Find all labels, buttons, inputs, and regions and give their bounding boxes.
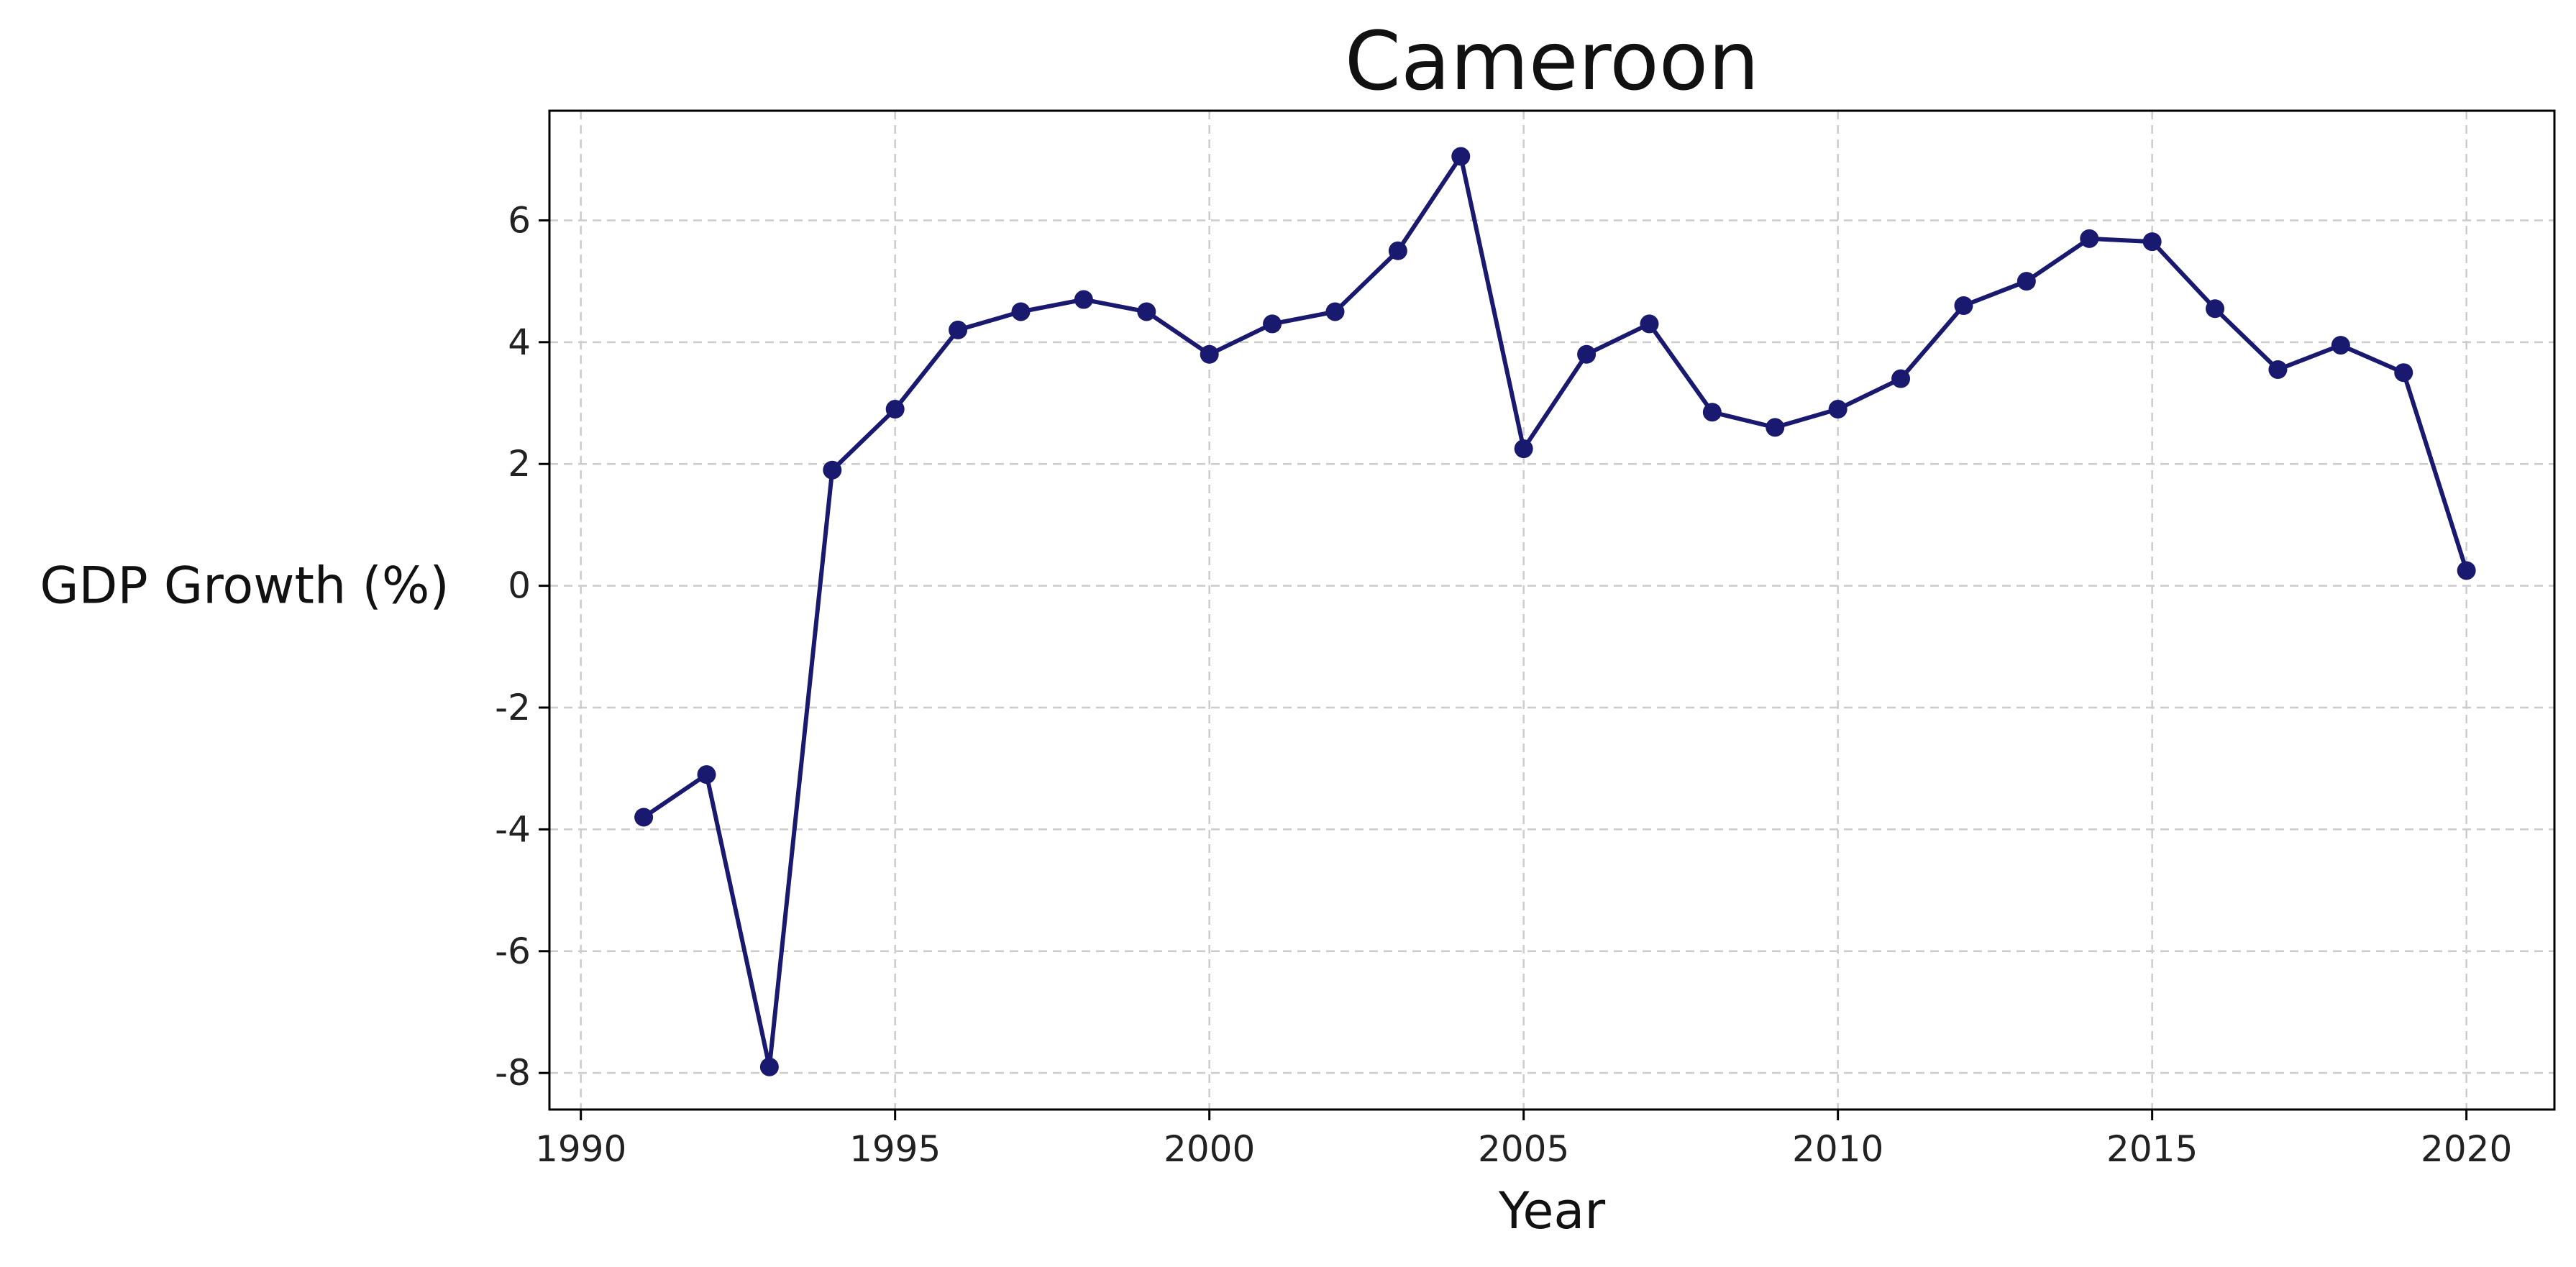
series-line-0	[641, 154, 2469, 1069]
data-point-2004	[1451, 147, 1471, 166]
data-point-1998	[1074, 290, 1093, 309]
x-tick-label-2005: 2005	[1478, 1128, 1569, 1170]
y-tick-label--2: -2	[495, 687, 531, 728]
x-axis-label: Year	[1498, 1181, 1605, 1240]
data-point-2001	[1263, 314, 1282, 334]
plot-frame	[548, 109, 2556, 1111]
data-point-2015	[2142, 232, 2162, 252]
data-point-2016	[2206, 299, 2225, 319]
x-tick-label-1995: 1995	[849, 1128, 941, 1170]
data-point-2007	[1640, 314, 1659, 334]
y-tick-label--8: -8	[495, 1052, 531, 1094]
data-point-2009	[1766, 418, 1785, 437]
data-point-2019	[2394, 363, 2413, 383]
y-tick-label-4: 4	[508, 321, 531, 363]
data-point-2008	[1702, 403, 1722, 422]
data-point-1996	[949, 320, 968, 339]
y-tick-label-0: 0	[508, 565, 531, 607]
data-point-2010	[1828, 400, 1847, 419]
data-point-2002	[1325, 302, 1345, 321]
series-gdp-growth	[634, 147, 2476, 1076]
data-point-1994	[823, 460, 842, 480]
x-tick-label-2010: 2010	[1792, 1128, 1883, 1170]
data-point-2011	[1891, 369, 1911, 388]
y-axis-label: GDP Growth (%)	[40, 557, 449, 616]
data-point-2018	[2331, 336, 2350, 355]
chart-title: Cameroon	[1345, 15, 1759, 109]
x-tick-label-2020: 2020	[2421, 1128, 2512, 1170]
y-tick-label--4: -4	[495, 808, 531, 850]
data-point-2012	[1954, 296, 1973, 316]
x-tick-label-1990: 1990	[535, 1128, 626, 1170]
grid-lines	[549, 111, 2554, 1110]
data-point-2006	[1577, 344, 1597, 364]
x-tick-label-2015: 2015	[2106, 1128, 2198, 1170]
y-tick-label-2: 2	[508, 443, 531, 485]
data-point-1991	[634, 808, 654, 827]
data-point-2013	[2017, 272, 2036, 291]
data-point-1997	[1011, 302, 1031, 321]
data-point-2000	[1200, 344, 1219, 364]
y-tick-label-6: 6	[508, 199, 531, 241]
data-point-2020	[2457, 561, 2476, 580]
axis-ticks: 1990 1995 2000 2005 2010 2015 2020 -8 -6 -4 -2 0 2 4 6	[495, 199, 2512, 1170]
x-tick-label-2000: 2000	[1164, 1128, 1255, 1170]
data-point-2014	[2080, 229, 2099, 248]
y-tick-label--6: -6	[495, 930, 531, 972]
data-point-1993	[759, 1057, 779, 1076]
data-point-1992	[697, 765, 716, 785]
data-point-2005	[1514, 439, 1533, 459]
data-point-1995	[885, 400, 905, 419]
data-point-2017	[2268, 360, 2288, 379]
data-point-2003	[1388, 241, 1407, 260]
data-point-1999	[1137, 302, 1156, 321]
